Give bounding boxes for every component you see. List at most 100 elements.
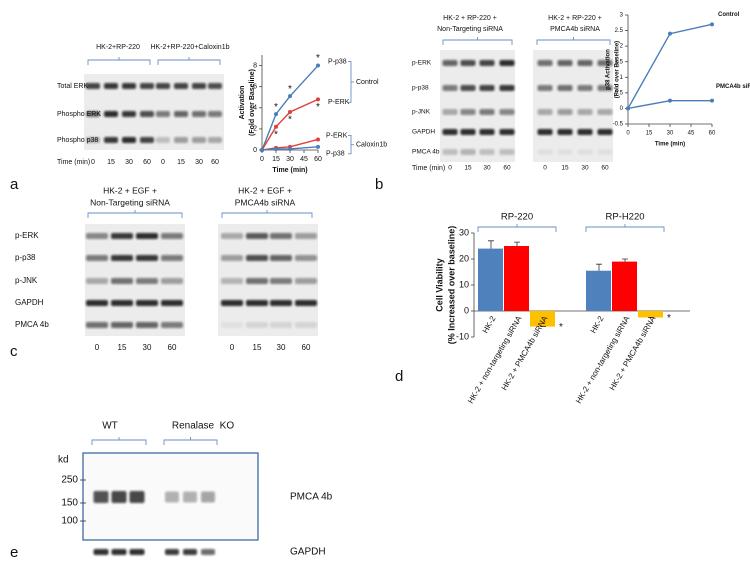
series-label: P-p38 xyxy=(326,151,345,158)
data-point xyxy=(316,144,320,149)
data-point xyxy=(316,63,320,68)
blot-background xyxy=(440,50,515,162)
time-value: 60 xyxy=(168,343,177,352)
blot-background xyxy=(533,50,613,162)
blot-band xyxy=(161,322,183,328)
x-tick-label: 15 xyxy=(646,131,653,137)
blot-band xyxy=(479,149,495,155)
y-tick-label: 30 xyxy=(459,227,469,237)
error-bar xyxy=(622,258,628,262)
time-value: 15 xyxy=(253,343,262,352)
bar xyxy=(530,311,555,327)
blot-band xyxy=(499,60,515,66)
time-value: 0 xyxy=(91,159,95,166)
panel-label: d xyxy=(395,368,403,385)
significance-marker: * xyxy=(667,313,671,324)
blot-band xyxy=(140,137,154,143)
blot-band xyxy=(122,137,136,143)
series-label: PMCA4b siRNA xyxy=(716,84,750,90)
blot-row-label: Phospho ERK xyxy=(57,111,101,118)
blot-band xyxy=(129,491,145,503)
blot-band xyxy=(442,109,458,115)
blot-band xyxy=(104,137,118,143)
blot-band xyxy=(557,109,573,115)
bracket xyxy=(163,437,218,445)
blot-band xyxy=(183,549,197,555)
y-tick-label: 0 xyxy=(253,147,257,154)
blot-row-label: p-JNK xyxy=(15,276,38,285)
time-value: 15 xyxy=(118,343,127,352)
bar xyxy=(612,261,637,311)
blot-band xyxy=(136,322,158,328)
blot-band xyxy=(156,83,170,89)
time-label: Time (min) xyxy=(412,165,445,172)
data-point xyxy=(274,112,278,117)
time-value: 0 xyxy=(543,165,547,172)
bar xyxy=(504,246,529,311)
blot-band xyxy=(295,255,317,261)
blot-band xyxy=(577,60,593,66)
data-point xyxy=(274,146,278,151)
blot-band xyxy=(577,149,593,155)
blot-band xyxy=(221,255,243,261)
y-tick-label: 2 xyxy=(253,126,257,133)
blot-band xyxy=(183,491,197,503)
blot-row-label: GAPDH xyxy=(290,547,326,558)
blot-band xyxy=(161,300,183,306)
blot-band xyxy=(201,549,215,555)
blot-band xyxy=(460,149,476,155)
data-point xyxy=(274,124,278,129)
blot-band xyxy=(174,83,188,89)
marker-label: 150 xyxy=(61,498,78,509)
blot-band xyxy=(270,300,292,306)
y-tick-label: 0.5 xyxy=(615,90,624,96)
blot-row-label: PMCA 4b xyxy=(290,492,333,503)
marker-label: 100 xyxy=(61,516,78,527)
blot-band xyxy=(221,278,243,284)
blot-band xyxy=(136,300,158,306)
blot-header: Non-Targeting siRNA xyxy=(437,26,503,33)
bracket xyxy=(91,437,147,445)
data-point xyxy=(288,146,292,151)
data-point xyxy=(626,106,630,111)
blot-header: HK-2 + RP-220 + xyxy=(443,15,497,22)
series-label: Control xyxy=(718,12,740,18)
blot-band xyxy=(201,491,215,503)
blot-header: HK-2+RP-220+Caloxin1b xyxy=(151,44,230,51)
blot-band xyxy=(221,322,243,328)
panel-label: b xyxy=(375,176,383,193)
blot-band xyxy=(86,111,100,117)
time-value: 15 xyxy=(107,159,115,166)
blot-band xyxy=(270,322,292,328)
y-tick-label: 0 xyxy=(464,305,469,315)
significance-marker: * xyxy=(559,322,563,333)
blot-band xyxy=(129,549,145,555)
blot-band xyxy=(442,149,458,155)
x-axis-label: Time (min) xyxy=(272,167,307,174)
blot-band xyxy=(104,111,118,117)
blot-band xyxy=(577,85,593,91)
error-bar xyxy=(514,241,520,246)
category-label: HK-2 xyxy=(589,314,606,335)
bar xyxy=(638,311,663,318)
time-value: 15 xyxy=(464,165,472,172)
x-tick-label: 30 xyxy=(286,156,294,163)
time-value: 15 xyxy=(177,159,185,166)
blot-row-label: p-JNK xyxy=(412,109,431,116)
series-line xyxy=(627,23,713,109)
y-tick-label: 2.5 xyxy=(615,28,624,34)
blot-band xyxy=(557,149,573,155)
category-label: HK-2 xyxy=(481,314,498,335)
panel-label: a xyxy=(10,176,19,193)
series-label: P-ERK xyxy=(328,99,350,106)
blot-band xyxy=(93,549,109,555)
blot-band xyxy=(86,300,108,306)
group-bracket xyxy=(348,134,354,155)
blot-band xyxy=(104,83,118,89)
blot-row-label: p-p38 xyxy=(412,85,429,92)
blot-band xyxy=(111,491,127,503)
blot-band xyxy=(165,549,179,555)
data-point xyxy=(710,98,714,103)
significance-marker: * xyxy=(288,84,292,95)
